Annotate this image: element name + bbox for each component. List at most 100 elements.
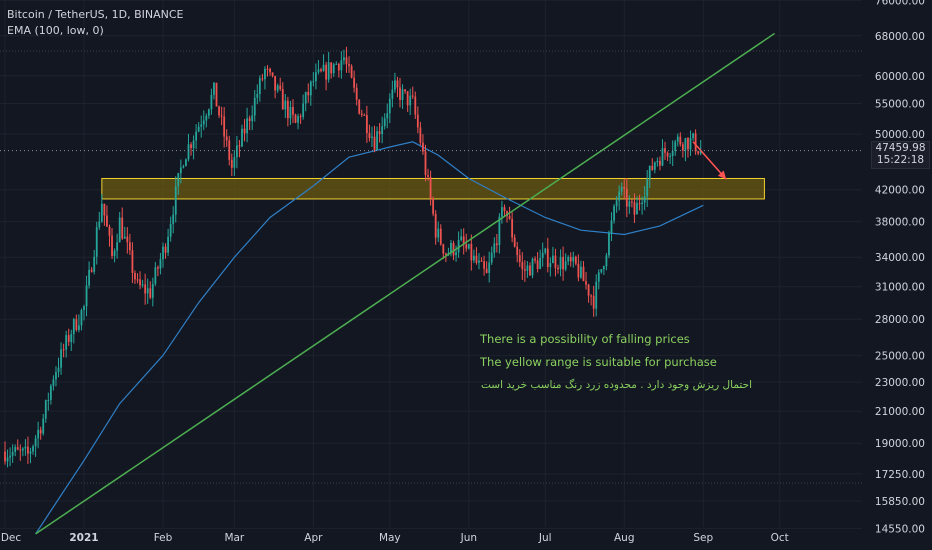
candle-body bbox=[220, 115, 223, 117]
candle-body bbox=[506, 211, 508, 217]
candle-body bbox=[613, 206, 615, 221]
candle-body bbox=[162, 246, 164, 260]
candle-body bbox=[416, 114, 419, 128]
candle-body bbox=[223, 116, 226, 137]
candle-body bbox=[636, 203, 638, 215]
symbol-title: Bitcoin / TetherUS, 1D, BINANCE bbox=[7, 8, 184, 21]
candle-body bbox=[307, 92, 310, 96]
candle-body bbox=[340, 60, 343, 71]
candle-body bbox=[414, 96, 417, 115]
candle-body bbox=[373, 136, 376, 150]
candle-body bbox=[47, 400, 50, 402]
annotation-persian: احتمال ریزش وجود دارد . محدوده زرد رنگ م… bbox=[481, 379, 753, 391]
candle-body bbox=[697, 151, 700, 154]
candle-body bbox=[699, 150, 702, 154]
candle-body bbox=[9, 455, 11, 458]
candle-body bbox=[608, 233, 610, 256]
candle-body bbox=[34, 438, 37, 447]
candle-body bbox=[536, 260, 539, 269]
ema-100-line bbox=[35, 141, 704, 535]
candle-body bbox=[406, 91, 409, 106]
y-tick-label: 17250.00 bbox=[875, 469, 925, 481]
candle-body bbox=[656, 160, 659, 163]
candle-body bbox=[67, 335, 70, 342]
candle-body bbox=[518, 255, 521, 263]
ema-legend: EMA (100, low, 0) bbox=[7, 24, 104, 37]
candle-body bbox=[572, 256, 575, 262]
candle-body bbox=[465, 244, 468, 249]
x-tick-label: Jun bbox=[460, 532, 477, 544]
candle-body bbox=[192, 140, 195, 149]
candle-body bbox=[157, 267, 159, 269]
x-tick-label: May bbox=[379, 532, 401, 544]
candle-body bbox=[529, 265, 531, 276]
candle-body bbox=[103, 203, 106, 216]
candle-body bbox=[679, 136, 682, 145]
candle-body bbox=[605, 255, 608, 267]
candle-body bbox=[289, 106, 292, 119]
candle-body bbox=[651, 165, 654, 170]
candle-body bbox=[309, 81, 312, 96]
candle-body bbox=[304, 92, 307, 104]
candle-body bbox=[146, 288, 149, 294]
candle-body bbox=[72, 319, 75, 335]
candle-body bbox=[4, 451, 6, 462]
candle-body bbox=[493, 243, 496, 253]
candle-body bbox=[149, 288, 152, 298]
candle-body bbox=[386, 113, 389, 119]
candle-body bbox=[549, 263, 552, 267]
candle-body bbox=[207, 109, 210, 116]
candle-body bbox=[615, 200, 618, 207]
candle-body bbox=[523, 269, 526, 271]
candle-body bbox=[294, 114, 297, 123]
y-tick-label: 25000.00 bbox=[875, 350, 925, 362]
candle-body bbox=[495, 243, 498, 246]
candle-body bbox=[85, 285, 88, 307]
candle-body bbox=[567, 256, 570, 262]
candle-body bbox=[62, 349, 65, 351]
candle-body bbox=[243, 128, 246, 134]
candle-body bbox=[121, 217, 124, 239]
candle-body bbox=[409, 95, 412, 106]
candle-body bbox=[141, 284, 144, 286]
candle-body bbox=[396, 80, 399, 88]
candle-body bbox=[350, 66, 353, 78]
candle-body bbox=[692, 133, 694, 139]
candle-body bbox=[376, 131, 378, 150]
candle-body bbox=[460, 236, 463, 241]
candle-body bbox=[483, 261, 485, 269]
candle-body bbox=[256, 93, 259, 98]
candle-body bbox=[14, 447, 17, 452]
candle-body bbox=[286, 100, 289, 119]
candle-body bbox=[88, 269, 90, 286]
candle-body bbox=[577, 263, 580, 278]
candle-body bbox=[467, 244, 470, 249]
candle-body bbox=[526, 265, 529, 271]
candle-body bbox=[95, 227, 98, 257]
y-tick-label: 23000.00 bbox=[875, 377, 925, 389]
candle-body bbox=[643, 196, 646, 203]
candle-body bbox=[521, 262, 524, 270]
candle-body bbox=[388, 98, 391, 114]
candle-body bbox=[179, 167, 182, 174]
candle-body bbox=[582, 266, 585, 282]
candle-body bbox=[424, 151, 427, 176]
candle-body bbox=[378, 131, 381, 135]
y-tick-label: 14550.00 bbox=[875, 523, 925, 535]
candle-body bbox=[365, 115, 368, 134]
candle-body bbox=[210, 94, 213, 110]
candle-body bbox=[139, 279, 141, 286]
candle-body bbox=[427, 175, 429, 178]
x-tick-label: Oct bbox=[771, 532, 789, 544]
x-tick-label: Aug bbox=[614, 532, 635, 544]
candle-body bbox=[353, 77, 356, 88]
candle-body bbox=[258, 78, 261, 94]
candle-body bbox=[320, 69, 322, 72]
candle-body bbox=[131, 250, 134, 273]
candle-body bbox=[337, 63, 340, 71]
candle-body bbox=[600, 269, 603, 273]
candle-body bbox=[508, 216, 511, 219]
candle-body bbox=[44, 400, 47, 419]
y-tick-label: 76000.00 bbox=[875, 0, 925, 7]
